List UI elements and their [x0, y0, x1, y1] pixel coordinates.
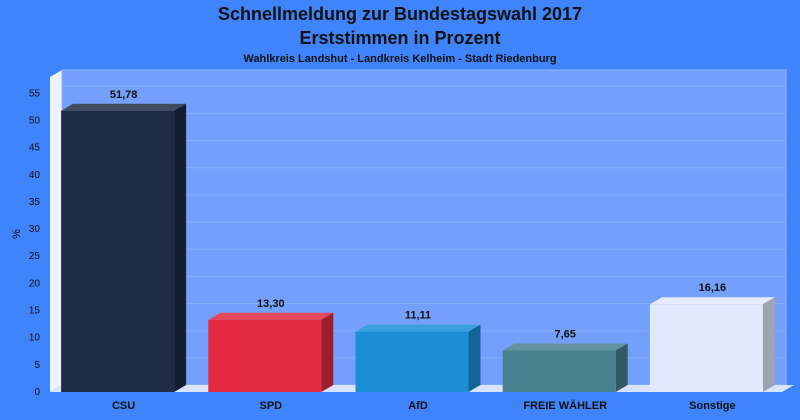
value-label: 11,11 — [405, 310, 431, 322]
value-label: 13,30 — [257, 298, 285, 310]
y-tick-label: 35 — [29, 197, 41, 208]
category-label: Sonstige — [689, 400, 735, 412]
y-tick-label: 15 — [29, 306, 41, 317]
y-axis-label: % — [11, 229, 23, 239]
chart-subtitle-region: Wahlkreis Landshut - Landkreis Kelheim -… — [243, 53, 557, 65]
bars — [61, 103, 775, 392]
y-tick-label: 20 — [29, 278, 41, 289]
category-label: CSU — [112, 400, 135, 412]
category-label: FREIE WÄHLER — [523, 399, 607, 412]
bar-top — [208, 312, 334, 320]
category-labels: CSU SPD AfD FREIE WÄHLER Sonstige — [112, 399, 736, 412]
bar-side — [321, 312, 334, 392]
bar-csu — [61, 103, 187, 392]
bar-side — [468, 324, 481, 392]
bar-side — [615, 343, 628, 392]
chart-subtitle: Erststimmen in Prozent — [299, 28, 501, 48]
y-tick-label: 25 — [29, 251, 41, 262]
chart-title: Schnellmeldung zur Bundestagswahl 2017 — [217, 4, 583, 24]
value-label: 51,78 — [110, 89, 138, 101]
bar-front — [61, 110, 175, 392]
y-tick-label: 10 — [29, 333, 41, 344]
y-tick-label: 30 — [29, 224, 41, 235]
plot-left-wall — [50, 70, 62, 392]
category-label: SPD — [259, 400, 282, 412]
y-axis-ticks: 0 5 10 15 20 25 30 35 40 45 50 55 — [29, 88, 41, 398]
category-label: AfD — [408, 400, 428, 412]
bar-front — [355, 331, 469, 392]
bar-side — [762, 297, 775, 392]
y-tick-label: 0 — [34, 387, 40, 398]
bar-freie-w-hler — [502, 343, 628, 392]
bar-top — [502, 343, 628, 351]
y-tick-label: 45 — [29, 143, 41, 154]
bar-sonstige — [649, 297, 775, 392]
bar-front — [208, 319, 322, 392]
y-tick-label: 5 — [34, 360, 40, 371]
bar-spd — [208, 312, 334, 392]
y-tick-label: 55 — [29, 88, 41, 99]
value-label: 16,16 — [699, 282, 727, 294]
bar-side — [174, 103, 187, 392]
value-label: 7,65 — [554, 328, 575, 340]
y-tick-label: 40 — [29, 170, 41, 181]
bar-front — [502, 350, 616, 392]
bar-top — [61, 103, 187, 111]
bar-top — [649, 297, 775, 305]
bar-afd — [355, 324, 481, 392]
bar-front — [649, 304, 763, 392]
bar-top — [355, 324, 481, 332]
y-tick-label: 50 — [29, 115, 41, 126]
value-labels: 51,78 13,30 11,11 7,65 16,16 — [110, 89, 726, 341]
